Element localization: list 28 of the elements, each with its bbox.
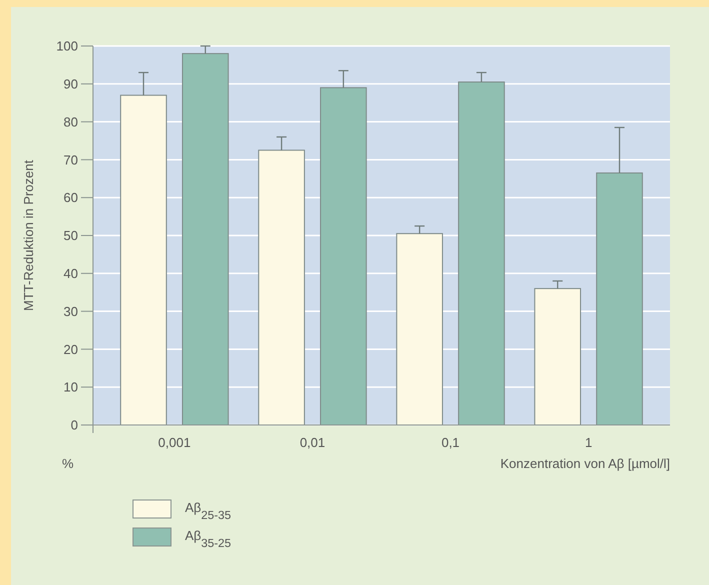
y-tick-label: 20 — [64, 342, 78, 357]
y-tick-label: 10 — [64, 380, 78, 395]
bar — [534, 288, 582, 426]
y-tick-label: 60 — [64, 190, 78, 206]
bar — [596, 172, 643, 426]
x-tick-label: 0,1 — [441, 435, 460, 450]
bar — [120, 94, 167, 426]
y-tick-label: 80 — [64, 114, 78, 130]
y-tick-label: 40 — [64, 266, 78, 281]
bar — [396, 233, 443, 426]
x-tick-label: 0,01 — [300, 435, 326, 450]
y-tick-label: 30 — [64, 304, 78, 319]
x-tick-label: 1 — [584, 435, 592, 450]
x-tick-label: 0,001 — [158, 435, 191, 450]
legend-label: Aβ$_{25-35}$ — [185, 500, 232, 522]
y-tick-label: 90 — [64, 76, 78, 92]
bar — [258, 150, 305, 426]
bar — [458, 82, 505, 426]
bar — [182, 53, 229, 426]
y-axis-title: MTT-Reduktion in Prozent — [21, 160, 36, 312]
y-tick-label: 70 — [64, 152, 78, 168]
y-tick-label: 50 — [64, 228, 78, 244]
x-axis-title: Konzentration von Aβ [µmol/l] — [500, 456, 670, 471]
text: % — [62, 456, 74, 471]
legend-label: Aβ$_{35-25}$ — [185, 528, 232, 550]
y-tick-label: 0 — [70, 418, 78, 433]
bar — [320, 87, 367, 426]
y-tick-label: 100 — [56, 38, 78, 54]
